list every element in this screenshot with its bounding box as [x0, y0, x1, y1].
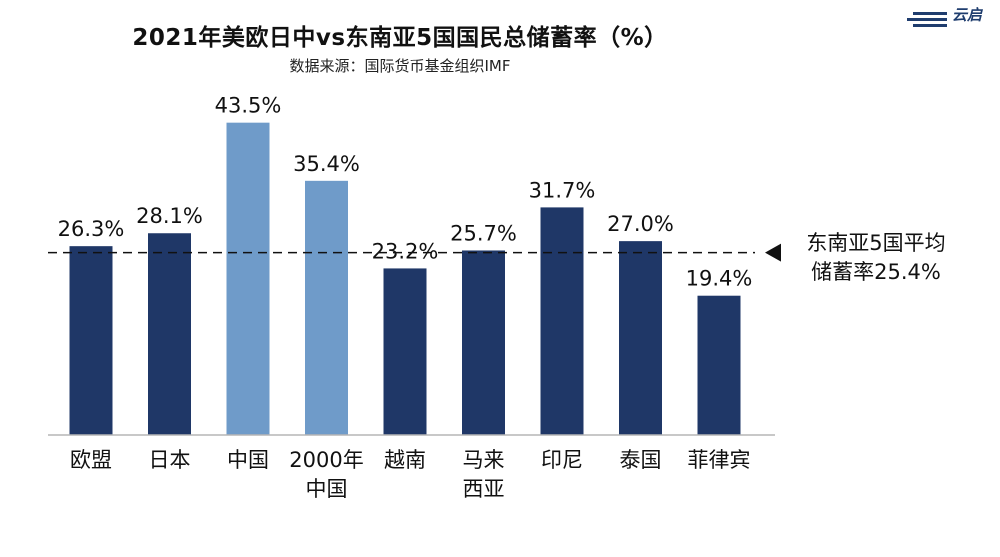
bar — [383, 268, 427, 435]
chart-title: 2021年美欧日中vs东南亚5国国民总储蓄率（%） — [132, 25, 668, 51]
average-arrow-icon — [765, 243, 781, 262]
category-label: 2000年 — [289, 448, 363, 472]
category-label: 越南 — [384, 448, 426, 472]
bar — [226, 122, 270, 436]
category-label: 中国 — [306, 477, 348, 501]
bar-value-label: 35.4% — [293, 152, 360, 176]
logo-text: 云启 — [952, 6, 983, 24]
category-label: 马来 — [463, 448, 505, 472]
bar — [619, 241, 662, 435]
bar — [69, 246, 113, 435]
average-label: 储蓄率25.4% — [811, 260, 941, 284]
bar-value-label: 28.1% — [136, 204, 203, 228]
category-label: 西亚 — [463, 477, 505, 501]
bar-value-label: 25.7% — [450, 221, 517, 245]
category-label: 印尼 — [541, 448, 583, 472]
chart-source: 数据来源：国际货币基金组织IMF — [289, 57, 511, 75]
cloud-logo-icon — [907, 12, 947, 27]
category-label: 中国 — [227, 448, 269, 472]
bar-value-label: 23.2% — [372, 239, 439, 263]
bar-value-label: 26.3% — [58, 217, 125, 241]
average-label: 东南亚5国平均 — [806, 231, 945, 255]
bar — [305, 180, 348, 435]
category-label: 日本 — [149, 448, 191, 472]
bar-value-label: 43.5% — [215, 94, 282, 118]
category-label: 泰国 — [620, 448, 662, 472]
category-label: 菲律宾 — [688, 448, 751, 472]
bar-value-label: 31.7% — [529, 178, 596, 202]
bar-value-label: 27.0% — [607, 212, 674, 236]
bar — [148, 233, 191, 435]
bar-value-label: 19.4% — [686, 267, 753, 291]
category-label: 欧盟 — [70, 448, 112, 472]
bar — [697, 295, 741, 435]
bar — [540, 207, 584, 435]
bar — [462, 250, 505, 435]
